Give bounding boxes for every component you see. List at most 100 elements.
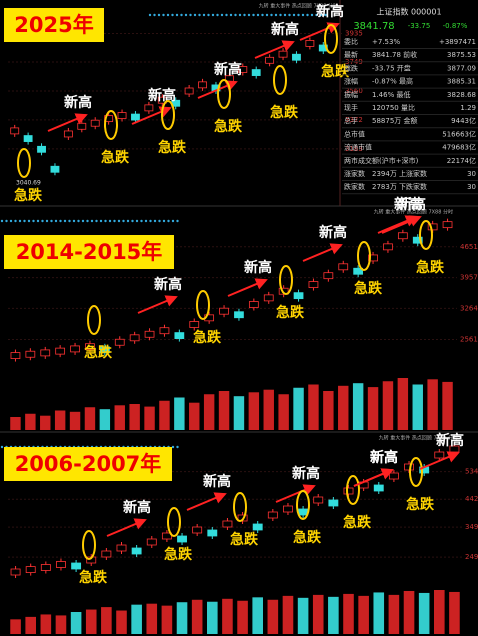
info-cell: -33.75 开盘 [372,63,411,72]
signal-dot [90,219,94,223]
signal-dot [193,13,197,17]
candle [207,529,218,537]
signal-dot [162,219,166,223]
signal-dot [113,219,116,223]
info-cell: -0.87% 最高 [372,77,413,86]
volume-bar [233,396,245,430]
new-high-label: 新高 [316,3,344,20]
volume-bar [328,596,339,634]
sharp-drop-label: 急跌 [84,344,113,361]
candle [37,145,46,153]
info-cell: 委比 [344,37,358,46]
info-cell: +7.53% [372,38,400,46]
signal-dot [243,13,246,17]
candle [131,113,140,121]
signal-dot [171,13,174,17]
y-tick-label: 4427 [465,495,478,503]
signal-dot [149,219,152,223]
info-cell: 1.46% 最低 [372,90,410,99]
volume-bar [161,605,173,634]
y-tick-label: 3935 [345,29,363,37]
candle [56,561,66,568]
drop-circle [409,457,423,487]
title-box [4,8,104,42]
volume-bar [159,400,170,430]
sharp-drop-label: 急跌 [270,104,299,121]
new-high-label: 新高 [244,259,272,276]
candle [238,66,248,73]
info-cell: 涨家数 [344,169,365,178]
candle [263,294,274,302]
candle [157,96,167,104]
signal-dot [167,219,170,223]
y-tick-label: 2561 [460,336,478,344]
candle [265,56,275,64]
signal-dot [171,445,175,449]
signal-dot [162,13,165,17]
toolbar: 九转 重大事件 热点回顾 7X88 分时 [379,435,458,442]
candle [442,221,453,229]
volume-bar [129,404,140,430]
signal-dot [176,445,179,449]
candle [144,104,154,112]
signal-dot [0,445,4,449]
new-high-label: 新高 [394,196,422,213]
volume-bar [10,417,21,430]
signal-dot [131,219,134,223]
candle [412,236,423,244]
candle [388,472,399,480]
y-tick-label: 3372 [345,116,363,124]
candle [10,127,20,135]
candle [177,535,187,543]
candle [117,112,127,119]
signal-dot [27,219,31,223]
signal-dot [122,219,125,223]
signal-dot [153,13,156,17]
candle [50,165,60,173]
volume-bar [434,590,445,634]
candle [159,327,170,335]
candle [338,263,349,271]
drop-circle [346,475,360,505]
info-cell: 22174亿 [447,156,476,165]
trend-arrow [106,518,147,537]
signal-dot [117,219,121,223]
volume-bar [382,381,394,430]
volume-bar [116,610,127,634]
signal-dot [301,13,305,17]
signal-dot [32,219,35,223]
info-cell: 振幅 [344,90,358,99]
candle [313,496,324,504]
candle [368,254,378,262]
drop-circle [104,110,118,140]
signal-dot [270,13,273,17]
candle [25,566,36,573]
signal-dot [45,219,49,223]
volume-bar [222,598,233,634]
title-box [4,235,174,269]
signal-dot [81,219,85,223]
volume-bar [131,604,142,634]
toolbar: 九转 重大事件 热点回顾 7X88 分时 [374,209,453,216]
sharp-drop-label: 急跌 [14,187,43,204]
y-tick-label: 2497 [465,553,478,561]
signal-dot [184,13,188,17]
new-high-label: 新高 [319,224,347,241]
signal-dot [180,13,183,17]
drop-circle [217,79,231,109]
candle [71,562,82,570]
signal-dot [108,219,112,223]
sharp-drop-label: 急跌 [158,139,187,156]
signal-dot [306,13,309,17]
sharp-drop-label: 急跌 [79,569,108,586]
volume-bar [203,394,215,430]
y-tick-label: 3957 [460,274,478,282]
signal-dot [175,13,179,17]
signal-dot [202,13,206,17]
signal-dot [5,219,8,223]
sharp-drop-label: 急跌 [406,496,435,513]
volume-bar [69,411,81,430]
new-high-label: 新高 [398,196,426,213]
candle [144,330,155,338]
